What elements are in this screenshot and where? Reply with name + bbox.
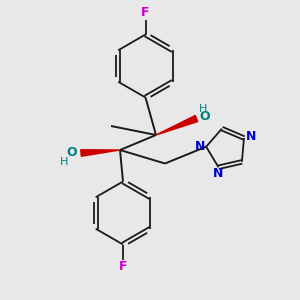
Text: N: N — [213, 167, 223, 180]
Text: O: O — [200, 110, 210, 123]
Text: H: H — [199, 104, 207, 114]
Text: F: F — [141, 6, 150, 20]
Polygon shape — [81, 150, 120, 156]
Text: H: H — [60, 157, 69, 167]
Text: F: F — [119, 260, 127, 273]
Polygon shape — [156, 116, 198, 135]
Text: O: O — [67, 146, 77, 160]
Text: N: N — [194, 140, 205, 153]
Text: N: N — [245, 130, 256, 143]
